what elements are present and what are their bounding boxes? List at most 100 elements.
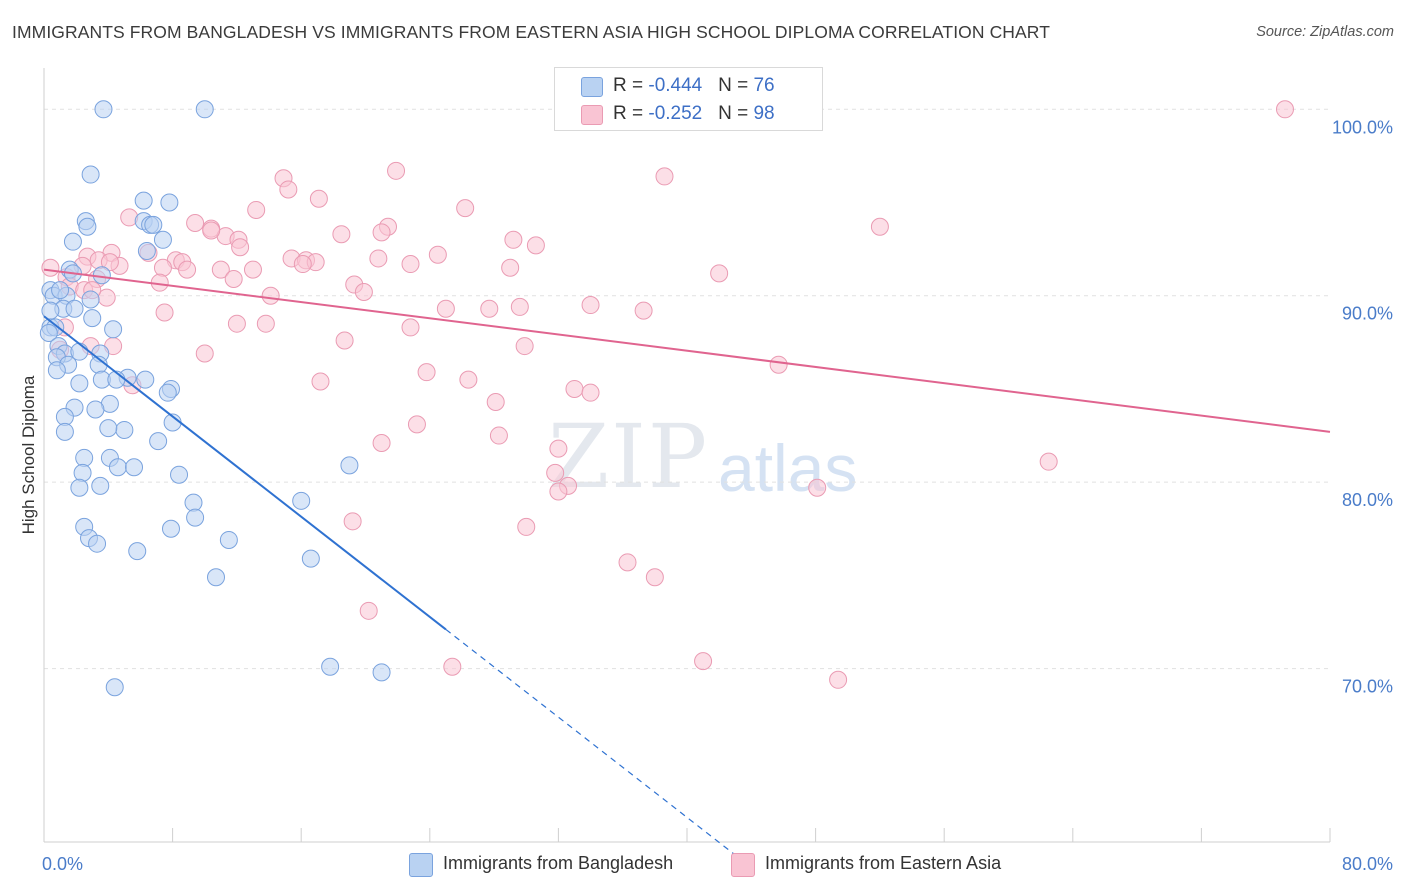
- data-point-bangladesh: [81, 165, 100, 184]
- legend-n-label: N =: [718, 103, 754, 124]
- data-point-eastern-asia: [459, 370, 478, 389]
- data-point-eastern-asia: [155, 303, 174, 322]
- legend-n-value: 76: [753, 75, 775, 96]
- data-point-bangladesh: [321, 657, 340, 676]
- y-tick-label: 100.0%: [1332, 117, 1393, 137]
- data-point-eastern-asia: [546, 463, 565, 482]
- legend-n-label: N =: [718, 75, 754, 96]
- data-point-bangladesh: [136, 370, 155, 389]
- data-point-eastern-asia: [1039, 452, 1058, 471]
- legend-r-label: R =: [613, 75, 649, 96]
- source-credit[interactable]: Source: ZipAtlas.com: [1256, 24, 1394, 40]
- x-tick-label: 80.0%: [1342, 854, 1393, 874]
- legend-r-value: -0.444: [648, 75, 703, 96]
- data-point-eastern-asia: [645, 568, 664, 587]
- data-point-eastern-asia: [224, 269, 243, 288]
- data-point-eastern-asia: [517, 517, 536, 536]
- data-point-eastern-asia: [202, 221, 221, 240]
- data-point-eastern-asia: [369, 249, 388, 268]
- data-point-eastern-asia: [407, 415, 426, 434]
- data-point-bangladesh: [104, 320, 123, 339]
- data-point-bangladesh: [73, 463, 92, 482]
- data-point-bangladesh: [184, 493, 203, 512]
- legend-swatch-pink: [731, 853, 755, 877]
- data-point-bangladesh: [75, 448, 94, 467]
- data-point-eastern-asia: [41, 258, 60, 277]
- data-point-bangladesh: [70, 374, 89, 393]
- trend-line-eastern-asia: [43, 268, 1331, 433]
- data-point-eastern-asia: [401, 255, 420, 274]
- data-point-eastern-asia: [565, 379, 584, 398]
- data-point-eastern-asia: [480, 299, 499, 318]
- data-point-eastern-asia: [332, 225, 351, 244]
- x-tick-label: 0.0%: [42, 854, 83, 874]
- data-point-eastern-asia: [581, 296, 600, 315]
- legend-label-eastern-asia: Immigrants from Eastern Asia: [765, 853, 1002, 873]
- data-point-bangladesh: [301, 549, 320, 568]
- data-point-eastern-asia: [526, 236, 545, 255]
- legend-r-value: -0.252: [648, 103, 703, 124]
- data-point-bangladesh: [144, 215, 163, 234]
- data-point-bangladesh: [99, 419, 118, 438]
- data-point-eastern-asia: [261, 286, 280, 305]
- data-point-eastern-asia: [195, 344, 214, 363]
- data-point-bangladesh: [81, 290, 100, 309]
- data-point-bangladesh: [108, 458, 127, 477]
- data-point-eastern-asia: [634, 301, 653, 320]
- data-point-bangladesh: [78, 217, 97, 236]
- data-point-eastern-asia: [549, 482, 568, 501]
- data-point-bangladesh: [70, 478, 89, 497]
- trend-line-bangladesh-extension: [445, 628, 736, 856]
- y-axis-label: High School Diploma: [19, 375, 38, 534]
- data-point-eastern-asia: [178, 260, 197, 279]
- data-point-bangladesh: [86, 400, 105, 419]
- data-point-bangladesh: [94, 100, 113, 119]
- data-point-eastern-asia: [710, 264, 729, 283]
- legend-r-label: R =: [613, 103, 649, 124]
- data-point-bangladesh: [88, 534, 107, 553]
- stats-legend: R = -0.444 N = 76 R = -0.252 N = 98: [554, 67, 823, 131]
- data-point-eastern-asia: [769, 355, 788, 374]
- data-point-eastern-asia: [443, 657, 462, 676]
- data-point-eastern-asia: [293, 255, 312, 274]
- data-point-eastern-asia: [279, 180, 298, 199]
- data-point-bangladesh: [219, 530, 238, 549]
- data-point-eastern-asia: [372, 223, 391, 242]
- data-point-eastern-asia: [335, 331, 354, 350]
- data-point-bangladesh: [63, 232, 82, 251]
- data-point-bangladesh: [207, 568, 226, 587]
- data-point-eastern-asia: [489, 426, 508, 445]
- data-point-bangladesh: [186, 508, 205, 527]
- data-point-eastern-asia: [211, 260, 230, 279]
- data-point-eastern-asia: [501, 258, 520, 277]
- data-point-bangladesh: [153, 230, 172, 249]
- data-point-bangladesh: [115, 420, 134, 439]
- y-tick-label: 70.0%: [1342, 677, 1393, 697]
- data-point-bangladesh: [125, 458, 144, 477]
- data-point-bangladesh: [83, 309, 102, 328]
- data-point-eastern-asia: [417, 363, 436, 382]
- data-point-eastern-asia: [486, 393, 505, 411]
- data-point-eastern-asia: [1275, 100, 1294, 119]
- data-point-eastern-asia: [808, 478, 827, 497]
- legend-label-bangladesh: Immigrants from Bangladesh: [443, 853, 674, 873]
- data-point-eastern-asia: [504, 230, 523, 249]
- data-point-bangladesh: [149, 432, 168, 451]
- data-point-eastern-asia: [401, 318, 420, 337]
- data-point-bangladesh: [55, 422, 74, 441]
- data-point-eastern-asia: [436, 299, 455, 318]
- data-point-bangladesh: [158, 383, 177, 402]
- data-point-eastern-asia: [456, 199, 475, 218]
- data-point-bangladesh: [160, 193, 179, 212]
- data-point-bangladesh: [47, 361, 66, 380]
- data-point-eastern-asia: [694, 652, 713, 671]
- data-point-eastern-asia: [231, 238, 250, 257]
- data-point-eastern-asia: [227, 314, 246, 333]
- legend-swatch-pink: [581, 105, 603, 125]
- legend-swatch-blue: [409, 853, 433, 877]
- legend-swatch-blue: [581, 77, 603, 97]
- data-point-bangladesh: [51, 281, 70, 300]
- data-point-eastern-asia: [581, 383, 600, 402]
- series-eastern-asia-points: [41, 100, 1294, 689]
